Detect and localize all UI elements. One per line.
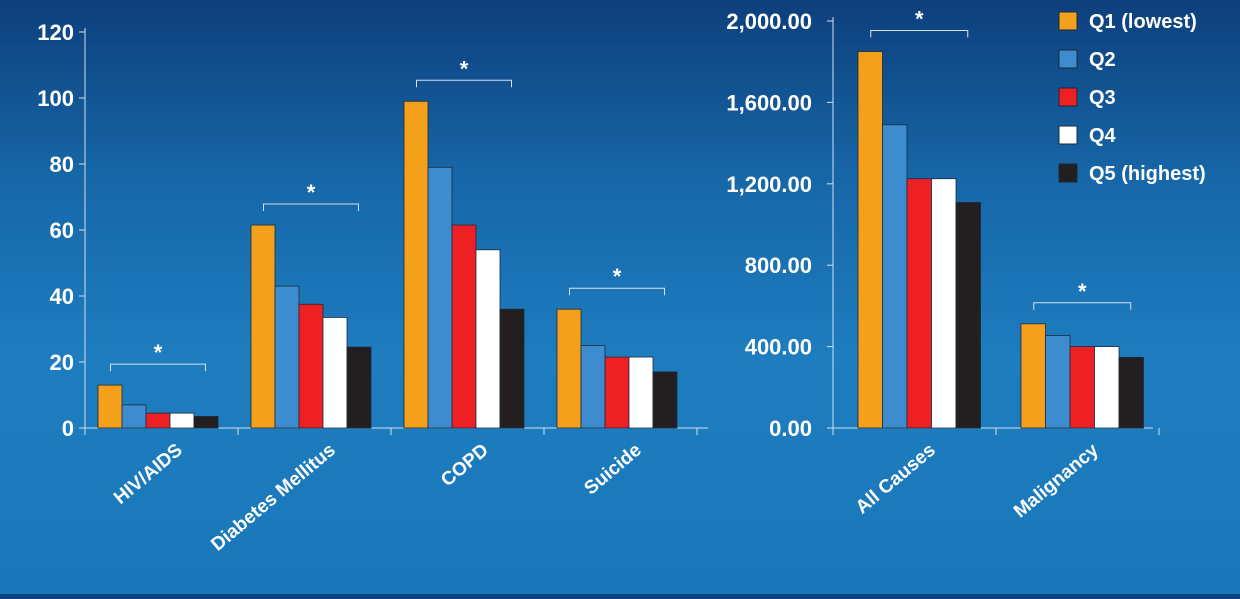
significance-bracket [110,363,206,372]
category-label: Malignancy [1010,439,1103,522]
legend-swatch-4 [1058,125,1078,145]
bar-4-suicide [628,356,654,429]
significance-star: * [460,56,469,81]
bar-4-diabetes-mellitus [322,317,348,429]
y-tick-label: 800.00 [745,253,812,278]
bar-2-hiv-aids [121,404,147,429]
bar-1-diabetes-mellitus [250,224,276,429]
legend-swatch-1 [1058,11,1078,31]
y-tick-label: 80 [50,152,74,177]
bar-1-malignancy [1020,323,1046,429]
significance-bracket [263,203,359,212]
legend-label-3: Q3 [1089,87,1116,109]
bar-3-hiv-aids [145,412,171,429]
y-tick-label: 0.00 [769,416,812,441]
y-tick-label: 0 [62,416,74,441]
bar-3-malignancy [1069,346,1095,429]
y-tick-label: 120 [37,20,74,45]
bar-2-suicide [580,345,606,429]
bar-2-copd [427,166,453,429]
bar-5-copd [499,308,525,429]
bar-5-all-causes [955,202,981,429]
significance-star: * [307,180,316,205]
legend-swatch-5 [1058,163,1078,183]
category-label: Suicide [580,440,645,500]
bar-5-diabetes-mellitus [346,346,372,429]
legend-label-4: Q4 [1089,125,1117,147]
category-label: COPD [437,440,493,491]
bar-5-hiv-aids [193,416,219,429]
bar-1-all-causes [857,51,883,429]
significance-bracket [569,287,665,296]
bar-4-hiv-aids [169,412,195,429]
bar-4-malignancy [1094,346,1120,429]
legend-label-2: Q2 [1089,49,1116,71]
legend-label-5: Q5 (highest) [1089,163,1206,185]
legend-label-1: Q1 (lowest) [1089,11,1197,33]
bar-2-all-causes [882,124,908,429]
bar-3-diabetes-mellitus [298,303,324,429]
bar-2-diabetes-mellitus [274,285,300,429]
bar-3-copd [451,224,477,429]
y-tick-label: 20 [50,350,74,375]
bar-4-all-causes [931,178,957,429]
y-tick-label: 60 [50,218,74,243]
significance-star: * [1078,279,1087,304]
significance-star: * [613,264,622,289]
bar-3-suicide [604,356,630,429]
bar-2-malignancy [1045,335,1071,429]
significance-star: * [154,340,163,365]
y-tick-label: 400.00 [745,335,812,360]
bar-5-suicide [652,371,678,429]
y-tick-label: 1,200.00 [726,172,812,197]
bar-3-all-causes [906,178,932,429]
y-tick-label: 2,000.00 [726,9,812,34]
significance-star: * [915,7,924,32]
y-tick-label: 40 [50,284,74,309]
y-tick-label: 1,600.00 [726,90,812,115]
bar-1-suicide [556,308,582,429]
significance-bracket [416,79,512,88]
bar-1-copd [403,100,429,429]
category-label: Diabetes Mellitus [207,440,339,556]
legend-swatch-3 [1058,87,1078,107]
y-tick-label: 100 [37,86,74,111]
bar-5-malignancy [1118,356,1144,429]
bar-1-hiv-aids [97,384,123,429]
legend-swatch-2 [1058,49,1078,69]
category-label: HIV/AIDS [110,440,187,509]
category-label: All Causes [852,440,940,519]
significance-bracket [870,30,969,38]
significance-bracket [1033,302,1132,310]
bar-4-copd [475,249,501,429]
